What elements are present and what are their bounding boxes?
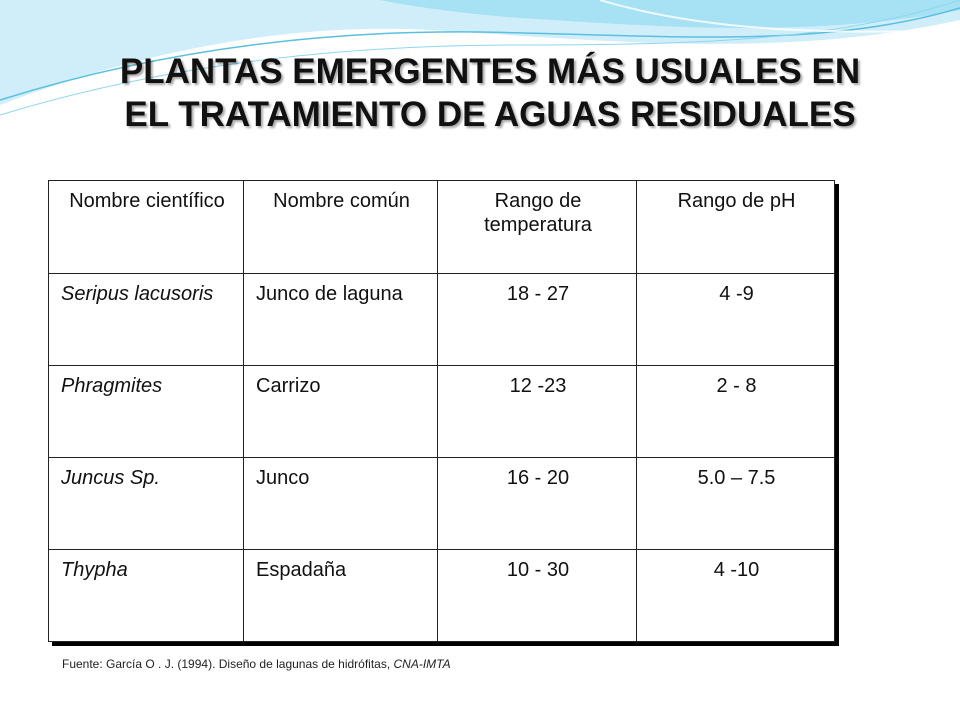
wave-line-1 [0,7,960,101]
scientific-name-cell: Thypha [48,549,244,642]
common-name-cell: Junco de laguna [243,273,438,366]
common-name-cell: Carrizo [243,365,438,458]
slide-title: PLANTAS EMERGENTES MÁS USUALES EN EL TRA… [50,50,930,136]
source-citation-italic: CNA-IMTA [393,657,451,671]
ph-range-cell: 2 - 8 [636,365,835,458]
slide-title-line-1: PLANTAS EMERGENTES MÁS USUALES EN [119,52,861,91]
slide-title-line-2: EL TRATAMIENTO DE AGUAS RESIDUALES [124,95,856,134]
table-row: Juncus Sp. Junco 16 - 20 5.0 – 7.5 [48,457,835,550]
source-citation-text: Fuente: García O . J. (1994). Diseño de … [62,657,394,671]
ph-range-cell: 5.0 – 7.5 [636,457,835,550]
common-name-cell: Espadaña [243,549,438,642]
header-wave-decoration [0,0,960,116]
column-header-scientific-name: Nombre científico [48,180,244,274]
table-row: Phragmites Carrizo 12 -23 2 - 8 [48,365,835,458]
table-row: Seripus lacusoris Junco de laguna 18 - 2… [48,273,835,366]
column-header-ph-range: Rango de pH [636,180,835,274]
temperature-range-cell: 10 - 30 [437,549,637,642]
column-header-temperature-range: Rango de temperatura [437,180,637,274]
wave-line-2 [0,0,960,116]
wave-shape-accent [380,0,960,28]
scientific-name-cell: Juncus Sp. [48,457,244,550]
ph-range-cell: 4 -9 [636,273,835,366]
table-header-row: Nombre científico Nombre común Rango de … [48,180,835,274]
scientific-name-cell: Seripus lacusoris [48,273,244,366]
ph-range-cell: 4 -10 [636,549,835,642]
temperature-range-cell: 12 -23 [437,365,637,458]
temperature-range-cell: 16 - 20 [437,457,637,550]
source-citation: Fuente: García O . J. (1994). Diseño de … [62,657,451,671]
table-row: Thypha Espadaña 10 - 30 4 -10 [48,549,835,642]
scientific-name-cell: Phragmites [48,365,244,458]
plants-table: Nombre científico Nombre común Rango de … [48,180,835,642]
temperature-range-cell: 18 - 27 [437,273,637,366]
common-name-cell: Junco [243,457,438,550]
wave-line-3 [599,0,960,33]
column-header-common-name: Nombre común [243,180,438,274]
